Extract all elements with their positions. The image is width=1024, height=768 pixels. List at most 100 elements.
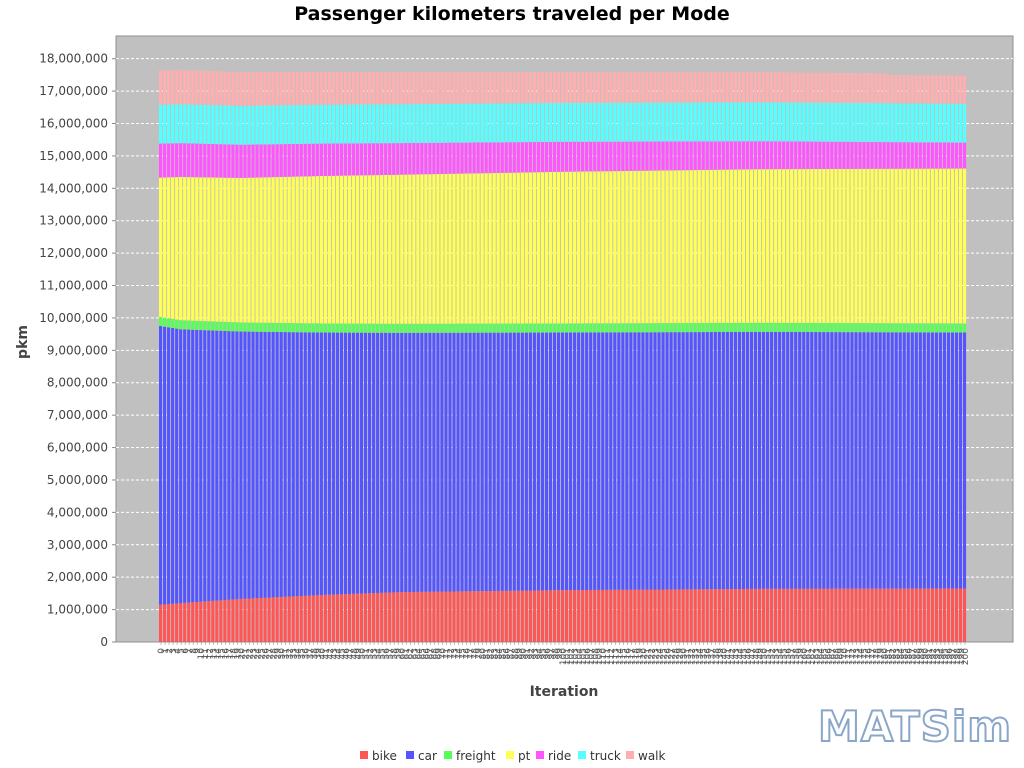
- bar-segment-ride: [303, 143, 307, 177]
- bar-segment-walk: [271, 71, 275, 106]
- bar-segment-truck: [689, 102, 693, 142]
- bar-segment-car: [211, 330, 215, 601]
- bar-segment-ride: [593, 141, 597, 172]
- bar-segment-pt: [761, 169, 766, 323]
- bar-segment-walk: [745, 72, 750, 103]
- bar-segment-pt: [536, 172, 540, 324]
- bar-segment-pt: [171, 177, 175, 319]
- bar-segment-ride: [464, 142, 468, 174]
- bar-segment-pt: [741, 169, 746, 323]
- bar-segment-car: [569, 332, 573, 591]
- bar-segment-bike: [882, 588, 886, 642]
- bar-segment-freight: [645, 323, 649, 333]
- bar-segment-car: [794, 331, 798, 589]
- x-tick-label: 114: [615, 648, 625, 665]
- bar-segment-truck: [299, 104, 303, 144]
- bar-segment-bike: [343, 594, 348, 642]
- bar-segment-bike: [870, 588, 874, 642]
- bar-segment-bike: [605, 589, 609, 642]
- bar-segment-car: [456, 332, 460, 592]
- bar-segment-ride: [866, 141, 870, 169]
- bar-segment-freight: [938, 323, 942, 333]
- x-tick-label: 2: [165, 648, 175, 654]
- bar-segment-car: [175, 328, 179, 604]
- bar-segment-walk: [448, 72, 452, 104]
- bar-segment-pt: [416, 174, 420, 324]
- bar-segment-freight: [251, 322, 255, 332]
- bar-segment-truck: [291, 105, 295, 144]
- bar-segment-ride: [500, 142, 504, 173]
- bar-segment-truck: [179, 104, 183, 144]
- bar-segment-ride: [512, 142, 516, 173]
- bar-segment-pt: [215, 177, 219, 322]
- bar-segment-bike: [504, 590, 508, 642]
- bar-segment-bike: [179, 603, 183, 642]
- bar-segment-truck: [436, 103, 440, 143]
- bar-segment-car: [661, 332, 665, 590]
- bar-segment-pt: [456, 173, 460, 324]
- bar-segment-pt: [589, 171, 593, 324]
- bar-segment-pt: [649, 170, 653, 324]
- bar-segment-pt: [167, 177, 171, 319]
- bar-segment-ride: [408, 143, 412, 175]
- bar-segment-truck: [938, 103, 942, 143]
- bar-segment-freight: [372, 323, 376, 333]
- bar-segment-ride: [263, 144, 267, 178]
- bar-segment-pt: [355, 175, 360, 324]
- bar-segment-bike: [416, 591, 420, 642]
- x-tick-label: 47: [346, 648, 356, 659]
- bar-segment-freight: [782, 322, 786, 332]
- bar-segment-ride: [958, 142, 963, 169]
- bar-segment-truck: [227, 105, 231, 145]
- bar-segment-truck: [520, 103, 524, 143]
- bar-segment-truck: [323, 104, 327, 144]
- bar-segment-bike: [452, 591, 456, 642]
- x-tick-label: 161: [804, 648, 814, 665]
- y-tick-label: 3,000,000: [47, 538, 108, 552]
- bar-segment-truck: [713, 102, 717, 142]
- x-tick-label: 189: [917, 648, 927, 665]
- bar-segment-freight: [496, 323, 500, 333]
- bar-segment-bike: [926, 588, 930, 642]
- bar-segment-freight: [677, 323, 681, 333]
- bar-segment-walk: [597, 72, 601, 103]
- bar-segment-truck: [420, 104, 424, 143]
- bar-segment-pt: [464, 173, 468, 324]
- bar-segment-truck: [810, 102, 814, 142]
- bar-segment-walk: [649, 72, 653, 103]
- bar-segment-car: [930, 332, 934, 589]
- x-tick-label: 120: [639, 648, 649, 665]
- bar-segment-ride: [645, 141, 649, 171]
- bar-segment-freight: [649, 323, 653, 333]
- bar-segment-car: [520, 332, 524, 591]
- bar-segment-truck: [794, 102, 798, 142]
- x-tick-label: 140: [720, 648, 730, 665]
- bar-segment-pt: [532, 172, 536, 324]
- bar-segment-truck: [372, 104, 376, 144]
- x-tick-label: 34: [294, 648, 304, 660]
- bar-segment-bike: [613, 589, 617, 642]
- bar-segment-pt: [380, 175, 384, 324]
- bar-segment-walk: [806, 72, 810, 103]
- bar-segment-freight: [798, 322, 802, 332]
- bar-segment-walk: [593, 72, 597, 103]
- bar-segment-freight: [247, 322, 251, 332]
- bar-segment-truck: [910, 103, 914, 143]
- bar-segment-bike: [677, 589, 681, 642]
- bar-segment-car: [946, 332, 951, 589]
- bar-segment-freight: [492, 323, 496, 333]
- bar-segment-car: [508, 332, 512, 591]
- bar-segment-ride: [219, 144, 223, 178]
- bar-segment-car: [512, 332, 516, 591]
- bar-segment-pt: [637, 170, 641, 324]
- bar-segment-ride: [822, 141, 826, 169]
- bar-segment-truck: [343, 104, 348, 144]
- bar-segment-ride: [460, 142, 464, 174]
- bar-segment-car: [295, 332, 299, 597]
- x-tick-label: 134: [696, 648, 706, 665]
- bar-segment-pt: [548, 172, 553, 324]
- bar-segment-bike: [942, 588, 946, 642]
- x-tick-label: 83: [491, 648, 501, 659]
- bar-segment-truck: [251, 105, 255, 145]
- x-tick-label: 116: [623, 648, 633, 665]
